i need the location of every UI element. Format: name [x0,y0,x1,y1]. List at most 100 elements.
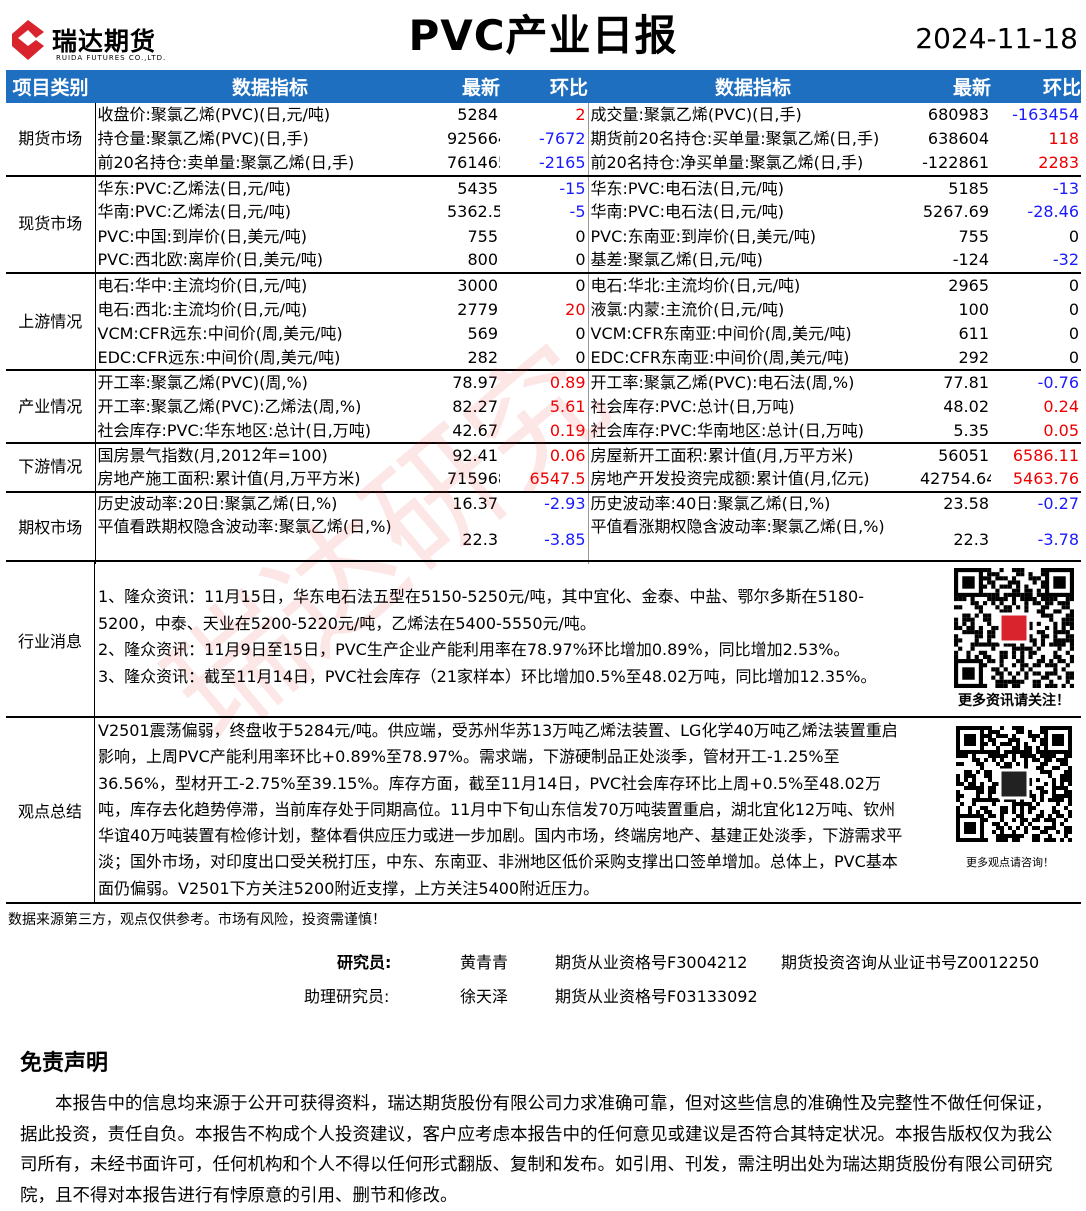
indicator-cell: 收盘价:聚氯乙烯(PVC)(日,元/吨) [97,105,331,125]
change-2-cell: -0.76 [991,369,1081,395]
change-cell: 0 [500,272,588,298]
table-row: 平值看跌期权隐含波动率:聚氯乙烯(日,%) 22.3 -3.85 平值看涨期权隐含波动… [6,516,1081,565]
indicator-2-cell: EDC:CFR东南亚:中间价(周,美元/吨) [587,345,918,371]
researcher-label: 研究员: [337,953,392,972]
qr-caption-2: 更多观点请咨询！ [966,856,1054,869]
indicator-cell: PVC:中国:到岸价(日,美元/吨) [97,226,308,246]
change-2-cell: 118 [1048,129,1079,149]
latest-cell: 16.37 [445,490,500,517]
table-row: 产业情况 开工率:聚氯乙烯(PVC)(周,%) 78.97 0.89 开工率:聚氯乙烯(… [6,369,1081,444]
assistant-cert: 期货从业资格号F03133092 [555,987,758,1006]
category-cell: 期货市场 [6,103,96,176]
latest-cell: 78.97 [445,369,500,395]
change-2-cell: -163454 [1012,105,1079,125]
latest-2-cell: 56051 [918,442,991,468]
indicator-2-cell: 基差:聚氯乙烯(日,元/吨) [587,248,918,274]
latest-2-cell: 100 [958,299,989,319]
report-title: PVC产业日报 [408,11,678,60]
view-label: 观点总结 [6,718,95,902]
change-cell: 0 [575,347,586,367]
category-cell: 产业情况 [6,369,96,444]
researcher-name: 黄青青 [460,953,509,972]
header-change-2: 环比 [991,70,1081,103]
source-note: 数据来源第三方，观点仅供参考。市场有风险，投资需谨慎！ [8,912,386,928]
change-2-cell: -0.27 [991,490,1081,517]
assistant-name: 徐天泽 [460,987,509,1006]
table-row: 下游情况 国房景气指数(月,2012年=100) 92.41 0.06 房屋新开工面积:… [6,442,1081,492]
table-row: PVC:西北欧:离岸价(日,美元/吨) 800 0 基差:聚氯乙烯(日,元/吨) -12… [6,248,1081,274]
header-indicator-2: 数据指标 [588,70,918,103]
latest-cell: 5284 [457,105,498,125]
disclaimer-title: 免责声明 [20,1051,109,1076]
latest-cell: 761465 [447,153,500,173]
category-cell: 现货市场 [6,174,96,274]
change-2-cell: -28.46 [1027,202,1079,222]
latest-2-cell: 5267.69 [922,202,989,222]
indicator-cell: 开工率:聚氯乙烯(PVC)(周,%) [95,369,445,395]
indicator-cell: 电石:华中:主流均价(日,元/吨) [95,272,445,298]
category-cell: 下游情况 [6,442,96,492]
table-row: 房地产施工面积:累计值(月,万平方米) 715968 6547.5房地产开发投资完成… [6,467,1081,492]
change-2-cell: 0 [1068,299,1079,319]
logo-text: 瑞达期货 [52,27,157,56]
change-cell: -15 [500,174,588,201]
latest-cell: 5435 [445,174,500,201]
latest-2-cell: 5.35 [953,420,989,440]
indicator-cell: 电石:西北:主流均价(日,元/吨) [97,299,308,319]
latest-cell: 3000 [445,272,500,298]
change-cell: 6547.5 [529,469,586,489]
latest-2-cell: 292 [958,347,989,367]
indicator-2-cell: 成交量:聚氯乙烯(PVC)(日,手) [587,103,918,128]
table-row: 华南:PVC:乙烯法(日,元/吨) 5362.5 -5 华南:PVC:电石法(日,元/… [6,200,1081,225]
indicator-cell: 持仓量:聚氯乙烯(PVC)(日,手) [97,129,309,149]
logo-subtitle: RUIDA FUTURES CO.,LTD. [56,54,167,62]
indicator-2-cell: 房屋新开工面积:累计值(月,万平方米) [587,442,918,468]
latest-2-cell: 5185 [918,174,991,201]
indicator-cell: PVC:西北欧:离岸价(日,美元/吨) [97,250,324,270]
header-latest-2: 最新 [918,70,991,103]
news-label: 行业消息 [6,562,95,717]
report-date: 2024-11-18 [915,22,1078,55]
change-2-cell: 5463.76 [1012,469,1079,489]
qr-caption: 更多资讯请关注！ [958,693,1070,709]
header-latest: 最新 [445,70,500,103]
table-row: 电石:西北:主流均价(日,元/吨) 2779 20 液氯:内蒙:主流价(日,元/吨) 1… [6,297,1081,322]
news-section: 行业消息 1、隆众资讯：11月15日，华东电石法五型在5150-5250元/吨，… [6,560,1081,717]
disclaimer-text: 本报告中的信息均来源于公开可获得资料，瑞达期货股份有限公司力求准确可靠，但对这些… [20,1094,1053,1206]
latest-2-cell: -124 [952,250,989,270]
table-header: 项目类别 数据指标 最新 环比 数据指标 最新 环比 [6,70,1081,103]
change-2-cell: -3.78 [1037,530,1079,550]
category-cell: 期权市场 [6,490,96,565]
latest-2-cell: 638604 [927,129,989,149]
latest-2-cell: 2965 [918,272,991,298]
latest-cell: 925664 [447,129,500,149]
latest-cell: 42.67 [452,420,498,440]
change-cell: 0 [575,250,586,270]
indicator-cell: 开工率:聚氯乙烯(PVC):乙烯法(周,%) [97,396,362,416]
table-row: 持仓量:聚氯乙烯(PVC)(日,手) 925664 -7672期货前20名持仓:买单… [6,127,1081,152]
latest-2-cell: 22.3 [953,530,989,550]
change-2-cell: 0 [1068,347,1079,367]
change-cell: -2.93 [500,490,588,517]
change-cell: 0.89 [500,369,588,395]
change-cell: 0.19 [549,420,586,440]
news-item: 1、隆众资讯：11月15日，华东电石法五型在5150-5250元/吨，其中宜化、… [98,587,864,633]
indicator-cell: 华南:PVC:乙烯法(日,元/吨) [97,202,292,222]
latest-cell: 22.3 [462,530,498,550]
logo-mark-icon [8,18,48,62]
table-row: PVC:中国:到岸价(日,美元/吨) 755 0 PVC:东南亚:到岸价(日,美元/吨… [6,224,1081,249]
header-change: 环比 [500,70,588,103]
indicator-2-cell: 华东:PVC:电石法(日,元/吨) [587,174,918,201]
change-2-cell: 0 [1068,323,1079,343]
latest-2-cell: 755 [958,226,989,246]
table-row: 现货市场 华东:PVC:乙烯法(日,元/吨) 5435 -15 华东:PVC:电石法(日… [6,174,1081,274]
indicator-2-cell: 社会库存:PVC:华南地区:总计(日,万吨) [587,418,918,444]
latest-2-cell: 48.02 [943,396,989,416]
latest-cell: 82.27 [452,396,498,416]
view-section: 观点总结 V2501震荡偏弱，终盘收于5284元/吨。供应端，受苏州华苏13万吨… [6,716,1081,904]
change-cell: 5.61 [549,396,586,416]
indicator-cell: 社会库存:PVC:华东地区:总计(日,万吨) [97,420,372,440]
indicator-cell: 历史波动率:20日:聚氯乙烯(日,%) [95,490,445,517]
change-cell: -2165 [539,153,586,173]
change-cell: 20 [565,299,586,319]
